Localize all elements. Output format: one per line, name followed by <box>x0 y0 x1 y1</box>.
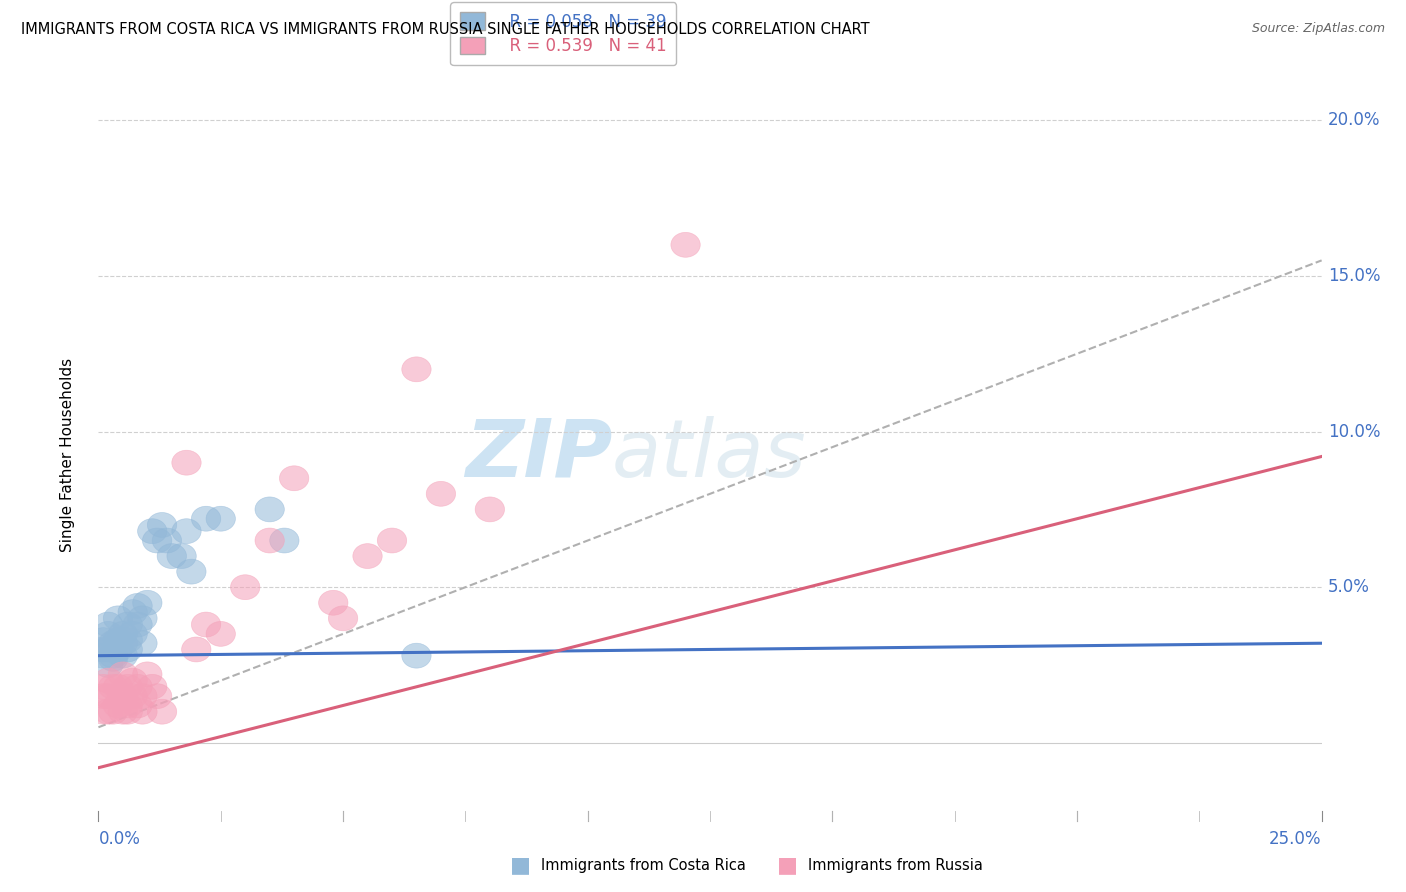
Ellipse shape <box>191 612 221 637</box>
Ellipse shape <box>181 637 211 662</box>
Ellipse shape <box>172 519 201 543</box>
Ellipse shape <box>89 674 118 699</box>
Text: ■: ■ <box>510 855 530 875</box>
Ellipse shape <box>128 631 157 656</box>
Ellipse shape <box>118 622 148 647</box>
Ellipse shape <box>112 628 142 653</box>
Ellipse shape <box>89 643 118 668</box>
Text: 5.0%: 5.0% <box>1327 578 1369 596</box>
Ellipse shape <box>475 497 505 522</box>
Ellipse shape <box>254 497 284 522</box>
Ellipse shape <box>94 699 122 724</box>
Ellipse shape <box>98 674 128 699</box>
Text: 15.0%: 15.0% <box>1327 267 1381 285</box>
Ellipse shape <box>108 662 138 687</box>
Ellipse shape <box>103 637 132 662</box>
Ellipse shape <box>94 612 122 637</box>
Ellipse shape <box>177 559 207 584</box>
Ellipse shape <box>103 606 132 631</box>
Ellipse shape <box>103 693 132 718</box>
Ellipse shape <box>148 513 177 537</box>
Text: Source: ZipAtlas.com: Source: ZipAtlas.com <box>1251 22 1385 36</box>
Ellipse shape <box>98 631 128 656</box>
Ellipse shape <box>138 674 167 699</box>
Ellipse shape <box>112 693 142 718</box>
Ellipse shape <box>138 519 167 543</box>
Ellipse shape <box>172 450 201 475</box>
Ellipse shape <box>329 606 357 631</box>
Ellipse shape <box>207 622 235 647</box>
Ellipse shape <box>98 643 128 668</box>
Ellipse shape <box>128 699 157 724</box>
Ellipse shape <box>112 674 142 699</box>
Ellipse shape <box>108 622 138 647</box>
Ellipse shape <box>108 631 138 656</box>
Ellipse shape <box>280 466 309 491</box>
Ellipse shape <box>270 528 299 553</box>
Legend:   R = 0.058   N = 39,   R = 0.539   N = 41: R = 0.058 N = 39, R = 0.539 N = 41 <box>450 3 676 65</box>
Ellipse shape <box>108 683 138 708</box>
Ellipse shape <box>671 233 700 257</box>
Ellipse shape <box>122 612 152 637</box>
Ellipse shape <box>402 643 432 668</box>
Text: ZIP: ZIP <box>465 416 612 494</box>
Ellipse shape <box>118 668 148 693</box>
Ellipse shape <box>118 683 148 708</box>
Ellipse shape <box>94 653 122 677</box>
Ellipse shape <box>128 606 157 631</box>
Ellipse shape <box>157 543 187 568</box>
Ellipse shape <box>112 637 142 662</box>
Ellipse shape <box>89 699 118 724</box>
Text: Single Father Households: Single Father Households <box>60 358 76 552</box>
Ellipse shape <box>254 528 284 553</box>
Ellipse shape <box>94 637 122 662</box>
Ellipse shape <box>94 622 122 647</box>
Text: 10.0%: 10.0% <box>1327 423 1381 441</box>
Text: 20.0%: 20.0% <box>1327 112 1381 129</box>
Ellipse shape <box>132 591 162 615</box>
Ellipse shape <box>122 593 152 618</box>
Text: Immigrants from Russia: Immigrants from Russia <box>808 858 983 872</box>
Ellipse shape <box>98 647 128 672</box>
Ellipse shape <box>132 662 162 687</box>
Ellipse shape <box>89 637 118 662</box>
Ellipse shape <box>103 628 132 653</box>
Text: IMMIGRANTS FROM COSTA RICA VS IMMIGRANTS FROM RUSSIA SINGLE FATHER HOUSEHOLDS CO: IMMIGRANTS FROM COSTA RICA VS IMMIGRANTS… <box>21 22 870 37</box>
Ellipse shape <box>319 591 347 615</box>
Text: 25.0%: 25.0% <box>1270 830 1322 848</box>
Ellipse shape <box>148 699 177 724</box>
Ellipse shape <box>426 482 456 507</box>
Ellipse shape <box>122 674 152 699</box>
Ellipse shape <box>108 643 138 668</box>
Ellipse shape <box>377 528 406 553</box>
Text: Immigrants from Costa Rica: Immigrants from Costa Rica <box>541 858 747 872</box>
Ellipse shape <box>402 357 432 382</box>
Ellipse shape <box>118 599 148 624</box>
Ellipse shape <box>207 507 235 531</box>
Text: 0.0%: 0.0% <box>98 830 141 848</box>
Ellipse shape <box>112 612 142 637</box>
Ellipse shape <box>122 693 152 718</box>
Ellipse shape <box>152 528 181 553</box>
Ellipse shape <box>191 507 221 531</box>
Ellipse shape <box>142 683 172 708</box>
Ellipse shape <box>231 574 260 599</box>
Ellipse shape <box>94 668 122 693</box>
Text: ■: ■ <box>778 855 797 875</box>
Ellipse shape <box>167 543 197 568</box>
Ellipse shape <box>89 628 118 653</box>
Ellipse shape <box>353 543 382 568</box>
Ellipse shape <box>128 683 157 708</box>
Ellipse shape <box>94 683 122 708</box>
Ellipse shape <box>142 528 172 553</box>
Ellipse shape <box>89 683 118 708</box>
Ellipse shape <box>103 674 132 699</box>
Text: atlas: atlas <box>612 416 807 494</box>
Ellipse shape <box>108 699 138 724</box>
Ellipse shape <box>98 699 128 724</box>
Ellipse shape <box>112 699 142 724</box>
